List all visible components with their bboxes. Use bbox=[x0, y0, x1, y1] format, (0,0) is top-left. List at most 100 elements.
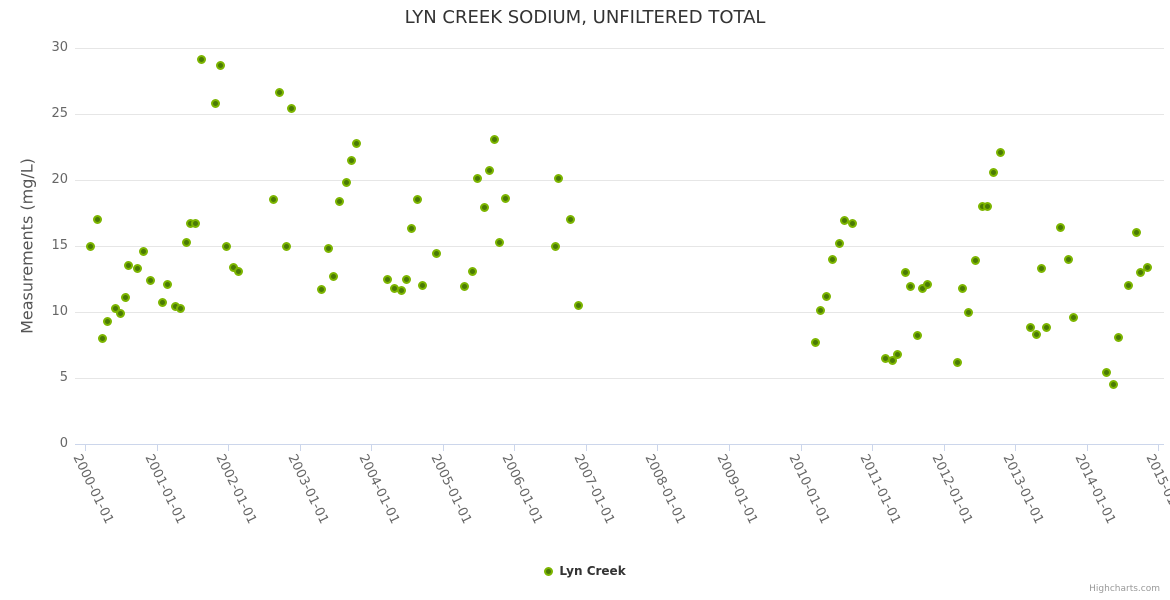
data-point[interactable] bbox=[222, 241, 232, 251]
data-point[interactable] bbox=[906, 282, 916, 292]
data-point[interactable] bbox=[335, 196, 345, 206]
data-point[interactable] bbox=[163, 279, 173, 289]
data-point[interactable] bbox=[401, 274, 411, 284]
legend-label: Lyn Creek bbox=[559, 564, 626, 578]
data-point[interactable] bbox=[124, 261, 134, 271]
data-point[interactable] bbox=[145, 275, 155, 285]
data-point[interactable] bbox=[554, 174, 564, 184]
data-point[interactable] bbox=[352, 138, 362, 148]
data-point[interactable] bbox=[989, 167, 999, 177]
data-point[interactable] bbox=[574, 300, 584, 310]
x-axis-label: 2003-01-01 bbox=[284, 452, 331, 527]
x-axis-tick bbox=[442, 445, 444, 451]
data-point[interactable] bbox=[964, 307, 974, 317]
data-point[interactable] bbox=[139, 246, 149, 256]
data-point[interactable] bbox=[191, 219, 201, 229]
data-point[interactable] bbox=[197, 55, 207, 65]
data-point[interactable] bbox=[282, 241, 292, 251]
data-point[interactable] bbox=[1056, 223, 1066, 233]
data-point[interactable] bbox=[1135, 267, 1145, 277]
data-point[interactable] bbox=[98, 333, 108, 343]
data-point[interactable] bbox=[418, 281, 428, 291]
data-point[interactable] bbox=[995, 147, 1005, 157]
data-point[interactable] bbox=[472, 174, 482, 184]
data-point[interactable] bbox=[479, 203, 489, 213]
data-point[interactable] bbox=[958, 283, 968, 293]
data-point[interactable] bbox=[484, 166, 494, 176]
data-point[interactable] bbox=[893, 349, 903, 359]
data-point[interactable] bbox=[328, 271, 338, 281]
highcharts-credits-link[interactable]: Highcharts.com bbox=[1089, 584, 1160, 594]
data-point[interactable] bbox=[1026, 323, 1036, 333]
data-point[interactable] bbox=[211, 98, 221, 108]
data-point[interactable] bbox=[971, 256, 981, 266]
data-point[interactable] bbox=[983, 201, 993, 211]
data-point[interactable] bbox=[268, 195, 278, 205]
data-point[interactable] bbox=[816, 306, 826, 316]
data-point[interactable] bbox=[111, 303, 121, 313]
data-point[interactable] bbox=[811, 337, 821, 347]
data-point[interactable] bbox=[566, 215, 576, 225]
data-point[interactable] bbox=[901, 267, 911, 277]
data-point[interactable] bbox=[396, 286, 406, 296]
data-point[interactable] bbox=[821, 291, 831, 301]
data-point[interactable] bbox=[1114, 332, 1124, 342]
data-point[interactable] bbox=[1037, 263, 1047, 273]
data-point[interactable] bbox=[92, 215, 102, 225]
data-point[interactable] bbox=[834, 238, 844, 248]
data-point[interactable] bbox=[413, 195, 423, 205]
data-point[interactable] bbox=[116, 308, 126, 318]
x-axis-label: 2013-01-01 bbox=[999, 452, 1047, 527]
x-axis-tick bbox=[585, 445, 587, 451]
data-point[interactable] bbox=[316, 285, 326, 295]
data-point[interactable] bbox=[234, 266, 244, 276]
data-point[interactable] bbox=[912, 331, 922, 341]
data-point[interactable] bbox=[828, 254, 838, 264]
data-point[interactable] bbox=[323, 244, 333, 254]
data-point[interactable] bbox=[407, 224, 417, 234]
data-point[interactable] bbox=[176, 303, 186, 313]
data-point[interactable] bbox=[158, 298, 168, 308]
data-point[interactable] bbox=[459, 282, 469, 292]
data-point[interactable] bbox=[887, 356, 897, 366]
data-point[interactable] bbox=[275, 88, 285, 98]
data-point[interactable] bbox=[550, 241, 560, 251]
y-axis-label: 10 bbox=[51, 304, 68, 319]
data-point[interactable] bbox=[133, 263, 143, 273]
data-point[interactable] bbox=[1124, 281, 1134, 291]
data-point[interactable] bbox=[215, 60, 225, 70]
data-point[interactable] bbox=[1042, 323, 1052, 333]
data-point[interactable] bbox=[346, 155, 356, 165]
data-point[interactable] bbox=[287, 104, 297, 114]
data-point[interactable] bbox=[495, 237, 505, 247]
data-point[interactable] bbox=[490, 134, 500, 144]
data-point[interactable] bbox=[1101, 368, 1111, 378]
x-axis-tick bbox=[85, 445, 86, 451]
x-axis-label: 2008-01-01 bbox=[641, 452, 689, 527]
data-point[interactable] bbox=[342, 178, 352, 188]
data-point[interactable] bbox=[1109, 380, 1119, 390]
data-point[interactable] bbox=[1063, 254, 1073, 264]
legend-item-lyn-creek[interactable]: Lyn Creek bbox=[0, 564, 1170, 578]
data-point[interactable] bbox=[86, 241, 96, 251]
data-point[interactable] bbox=[431, 249, 441, 259]
legend-marker-icon bbox=[544, 566, 554, 576]
data-point[interactable] bbox=[922, 279, 932, 289]
data-point[interactable] bbox=[1143, 262, 1153, 272]
data-point[interactable] bbox=[102, 316, 112, 326]
data-point[interactable] bbox=[501, 193, 511, 203]
data-point[interactable] bbox=[953, 357, 963, 367]
data-point[interactable] bbox=[1132, 228, 1142, 238]
data-point[interactable] bbox=[1032, 329, 1042, 339]
data-point[interactable] bbox=[467, 266, 477, 276]
data-point[interactable] bbox=[847, 219, 857, 229]
data-point[interactable] bbox=[182, 237, 192, 247]
y-axis-label: 15 bbox=[51, 238, 68, 253]
data-point[interactable] bbox=[1068, 312, 1078, 322]
gridline bbox=[75, 114, 1164, 115]
data-point[interactable] bbox=[383, 274, 393, 284]
x-axis-line bbox=[75, 444, 1164, 445]
data-point[interactable] bbox=[120, 292, 130, 302]
y-axis-label: 25 bbox=[51, 106, 68, 121]
x-axis-label: 2009-01-01 bbox=[713, 452, 761, 527]
